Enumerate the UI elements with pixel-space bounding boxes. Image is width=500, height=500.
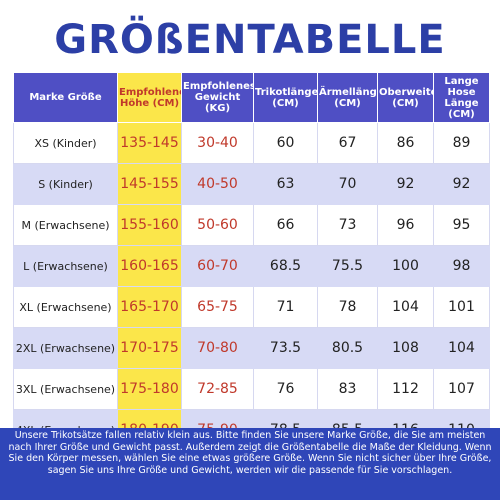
cell-trikot: 73.5	[253, 327, 318, 369]
cell-oberweite: 100	[377, 245, 434, 287]
table-row: 2XL (Erwachsene) 170-175 70-80 73.5 80.5…	[13, 327, 490, 369]
cell-aermel: 67	[317, 122, 378, 164]
cell-hose: 92	[433, 163, 490, 205]
cell-size: S (Kinder)	[13, 163, 118, 205]
cell-aermel: 83	[317, 368, 378, 410]
page-title: GRÖßENTABELLE	[54, 17, 446, 63]
table-row: XS (Kinder) 135-145 30-40 60 67 86 89	[13, 122, 490, 164]
cell-oberweite: 108	[377, 327, 434, 369]
cell-aermel: 75.5	[317, 245, 378, 287]
cell-trikot: 71	[253, 286, 318, 328]
header-hoehe: Empfohlene Höhe (CM)	[117, 72, 182, 123]
header-oberweite: Oberweite (CM)	[377, 72, 434, 123]
cell-trikot: 68.5	[253, 245, 318, 287]
cell-trikot: 66	[253, 204, 318, 246]
cell-trikot: 63	[253, 163, 318, 205]
cell-trikot: 76	[253, 368, 318, 410]
cell-height: 160-165	[117, 245, 182, 287]
header-aermel: Ärmellänge (CM)	[317, 72, 378, 123]
cell-weight: 60-70	[181, 245, 254, 287]
cell-weight: 40-50	[181, 163, 254, 205]
header-gewicht: Empfohlenes Gewicht (KG)	[181, 72, 254, 123]
cell-weight: 50-60	[181, 204, 254, 246]
cell-height: 155-160	[117, 204, 182, 246]
cell-hose: 104	[433, 327, 490, 369]
cell-aermel: 80.5	[317, 327, 378, 369]
table-row: 3XL (Erwachsene) 175-180 72-85 76 83 112…	[13, 368, 490, 410]
cell-weight: 70-80	[181, 327, 254, 369]
cell-height: 175-180	[117, 368, 182, 410]
table-row: L (Erwachsene) 160-165 60-70 68.5 75.5 1…	[13, 245, 490, 287]
sizing-note: Unsere Trikotsätze fallen relativ klein …	[0, 428, 500, 500]
table-header-row: Marke Größe Empfohlene Höhe (CM) Empfohl…	[13, 72, 490, 123]
cell-height: 165-170	[117, 286, 182, 328]
cell-hose: 98	[433, 245, 490, 287]
size-table: Marke Größe Empfohlene Höhe (CM) Empfohl…	[13, 72, 490, 451]
cell-height: 145-155	[117, 163, 182, 205]
cell-oberweite: 104	[377, 286, 434, 328]
cell-size: 3XL (Erwachsene)	[13, 368, 118, 410]
header-hose: Lange Hose Länge (CM)	[433, 72, 490, 123]
cell-aermel: 78	[317, 286, 378, 328]
cell-height: 170-175	[117, 327, 182, 369]
cell-size: M (Erwachsene)	[13, 204, 118, 246]
cell-size: XS (Kinder)	[13, 122, 118, 164]
cell-hose: 89	[433, 122, 490, 164]
header-trikot: Trikotlänge (CM)	[253, 72, 318, 123]
table-row: XL (Erwachsene) 165-170 65-75 71 78 104 …	[13, 286, 490, 328]
cell-weight: 65-75	[181, 286, 254, 328]
cell-size: XL (Erwachsene)	[13, 286, 118, 328]
cell-oberweite: 92	[377, 163, 434, 205]
cell-aermel: 70	[317, 163, 378, 205]
cell-oberweite: 86	[377, 122, 434, 164]
cell-oberweite: 112	[377, 368, 434, 410]
header-marke: Marke Größe	[13, 72, 118, 123]
table-row: S (Kinder) 145-155 40-50 63 70 92 92	[13, 163, 490, 205]
cell-height: 135-145	[117, 122, 182, 164]
cell-hose: 101	[433, 286, 490, 328]
cell-oberweite: 96	[377, 204, 434, 246]
cell-aermel: 73	[317, 204, 378, 246]
cell-weight: 30-40	[181, 122, 254, 164]
cell-weight: 72-85	[181, 368, 254, 410]
cell-trikot: 60	[253, 122, 318, 164]
table-row: M (Erwachsene) 155-160 50-60 66 73 96 95	[13, 204, 490, 246]
cell-hose: 107	[433, 368, 490, 410]
cell-size: 2XL (Erwachsene)	[13, 327, 118, 369]
cell-size: L (Erwachsene)	[13, 245, 118, 287]
cell-hose: 95	[433, 204, 490, 246]
